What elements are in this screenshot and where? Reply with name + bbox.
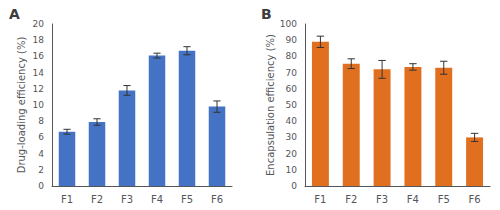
svg-text:F4: F4 (151, 194, 163, 205)
svg-text:F1: F1 (61, 194, 73, 205)
svg-text:18: 18 (33, 35, 45, 45)
svg-text:F2: F2 (91, 194, 103, 205)
svg-text:30: 30 (286, 132, 298, 142)
svg-text:F4: F4 (407, 194, 419, 205)
svg-text:80: 80 (286, 51, 298, 61)
svg-text:Encapsulation efficiency (%): Encapsulation efficiency (%) (265, 34, 276, 176)
svg-text:F5: F5 (181, 194, 193, 205)
svg-text:0: 0 (38, 181, 44, 191)
svg-text:50: 50 (286, 100, 298, 110)
svg-text:0: 0 (291, 181, 297, 191)
svg-text:40: 40 (286, 116, 298, 126)
svg-text:90: 90 (286, 35, 298, 45)
svg-text:B: B (261, 6, 272, 22)
svg-text:4: 4 (38, 149, 44, 159)
svg-text:F5: F5 (438, 194, 450, 205)
svg-text:12: 12 (33, 84, 44, 94)
svg-text:F3: F3 (376, 194, 388, 205)
svg-text:Drug-loading efficiency (%): Drug-loading efficiency (%) (16, 37, 27, 174)
svg-text:14: 14 (33, 68, 45, 78)
svg-text:A: A (9, 6, 20, 22)
svg-text:6: 6 (38, 132, 44, 142)
svg-text:20: 20 (286, 149, 298, 159)
svg-text:70: 70 (286, 68, 298, 78)
svg-text:16: 16 (33, 51, 45, 61)
svg-text:10: 10 (286, 165, 298, 175)
svg-text:F6: F6 (211, 194, 223, 205)
svg-text:F2: F2 (345, 194, 357, 205)
svg-text:10: 10 (33, 100, 45, 110)
svg-text:60: 60 (286, 84, 298, 94)
svg-text:20: 20 (33, 19, 45, 29)
svg-text:2: 2 (38, 165, 44, 175)
svg-text:F6: F6 (469, 194, 481, 205)
svg-text:100: 100 (280, 19, 297, 29)
svg-text:F3: F3 (121, 194, 133, 205)
svg-text:F1: F1 (314, 194, 326, 205)
svg-text:8: 8 (38, 116, 44, 126)
